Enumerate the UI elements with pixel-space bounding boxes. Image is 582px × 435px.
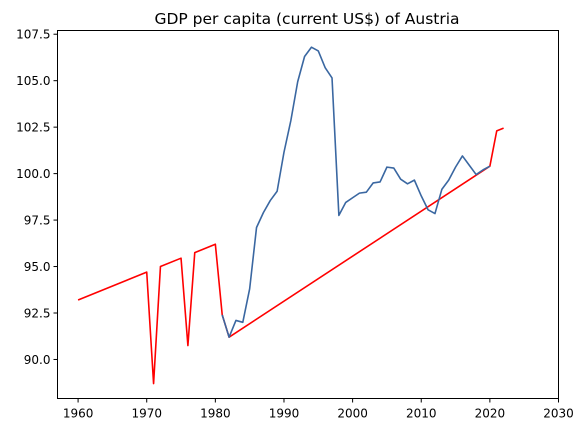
y-axis: 90.0 92.5 95.0 97.5 100.0 102.5 105.0 107.5 — [16, 28, 58, 367]
chart-title: GDP per capita (current US$) of Austria — [154, 10, 459, 28]
y-tick-label-1: 92.5 — [24, 306, 51, 320]
y-tick-label-7: 107.5 — [16, 28, 50, 42]
x-axis: 1960 1970 1980 1990 2000 2010 2020 2030 — [63, 398, 574, 421]
x-tick-label-5: 2010 — [406, 407, 437, 421]
y-tick-label-2: 95.0 — [24, 260, 51, 274]
series-line-1 — [221, 46, 491, 338]
x-tick-label-7: 2030 — [543, 407, 574, 421]
y-tick-label-0: 90.0 — [24, 353, 51, 367]
y-tick-label-6: 105.0 — [16, 74, 50, 88]
y-tick-label-3: 97.5 — [24, 213, 51, 227]
x-tick-label-4: 2000 — [337, 407, 368, 421]
series-line-0 — [77, 127, 504, 385]
y-tick-label-4: 100.0 — [16, 167, 50, 181]
x-tick-label-3: 1990 — [269, 407, 300, 421]
y-tick-label-5: 102.5 — [16, 120, 50, 134]
x-tick-label-6: 2020 — [475, 407, 506, 421]
x-tick-label-2: 1980 — [200, 407, 231, 421]
x-tick-label-1: 1970 — [131, 407, 162, 421]
x-tick-label-0: 1960 — [63, 407, 94, 421]
plot-frame — [57, 30, 559, 399]
series-layer — [77, 46, 504, 385]
